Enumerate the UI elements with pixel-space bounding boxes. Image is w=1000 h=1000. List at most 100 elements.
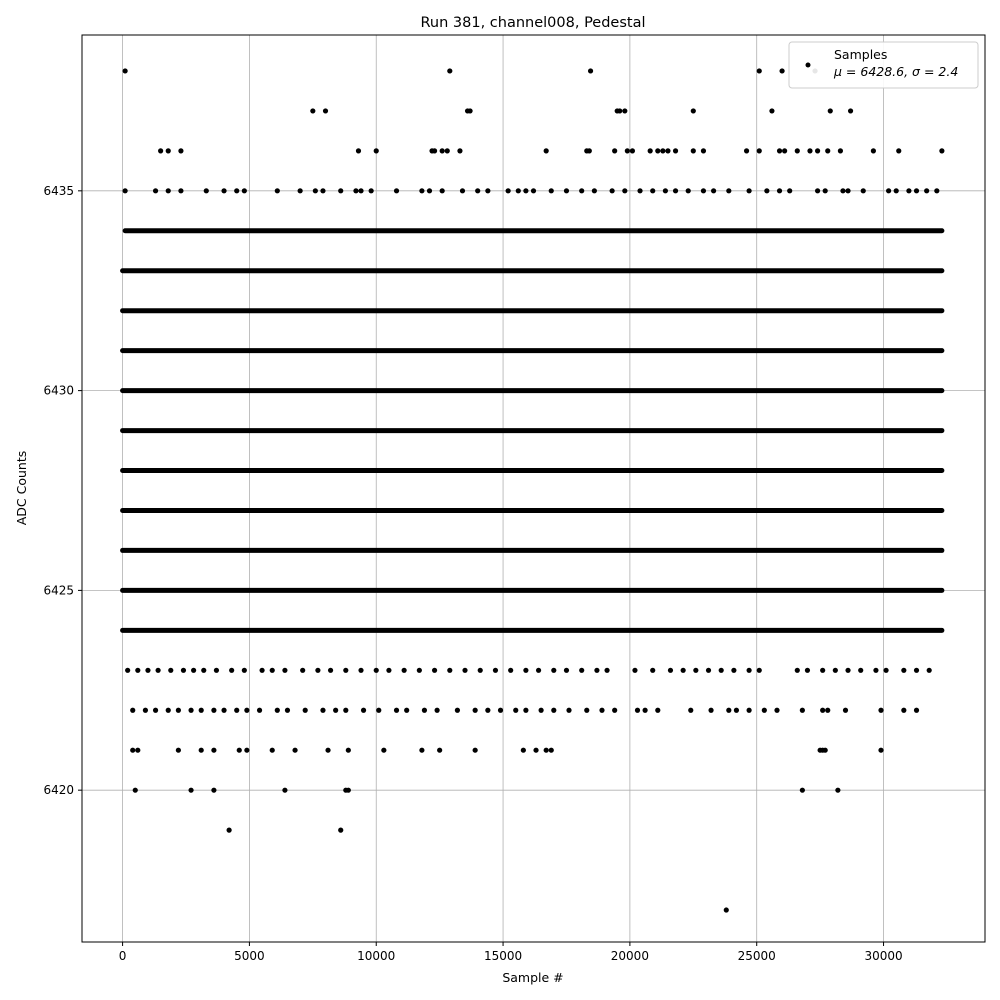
sample-point: [201, 667, 207, 673]
sample-point: [650, 667, 656, 673]
sample-point: [244, 707, 250, 713]
sample-point: [419, 747, 425, 753]
sample-point: [563, 667, 570, 673]
sample-point: [508, 667, 514, 673]
sample-point: [213, 667, 220, 673]
sample-point: [886, 188, 892, 194]
sample-point: [883, 667, 889, 673]
sample-point: [297, 188, 303, 194]
sample-point: [726, 188, 732, 194]
sample-point: [523, 667, 529, 673]
sample-point: [662, 188, 668, 194]
sample-point: [135, 747, 141, 753]
sample-point: [259, 667, 265, 673]
sample-point: [845, 188, 851, 194]
sample-point: [244, 747, 250, 753]
sample-point: [566, 707, 572, 713]
sample-point: [221, 707, 227, 713]
sample-point: [827, 108, 833, 114]
sample-point: [708, 707, 714, 713]
sample-point: [814, 148, 821, 154]
sample-point: [624, 148, 630, 154]
sample-point: [373, 667, 379, 673]
sample-point: [130, 707, 136, 713]
sample-point: [746, 667, 752, 673]
sample-point: [822, 188, 828, 194]
sample-point: [505, 188, 511, 194]
sample-point: [368, 188, 374, 194]
sample-point: [543, 148, 549, 154]
sample-point: [477, 667, 483, 673]
sample-point: [926, 667, 932, 673]
sample-point: [906, 188, 912, 194]
sample-point: [269, 747, 275, 753]
sample-point: [632, 667, 638, 673]
sample-point: [175, 747, 181, 753]
sample-point: [188, 707, 194, 713]
sample-point: [609, 188, 615, 194]
sample-point: [680, 667, 686, 673]
x-tick-label: 5000: [234, 949, 265, 963]
x-tick-label: 10000: [357, 949, 395, 963]
sample-point: [913, 707, 920, 713]
sample-point: [634, 707, 641, 713]
legend-box: [788, 41, 979, 89]
sample-point: [203, 188, 209, 194]
legend-marker: [805, 62, 811, 68]
sample-point: [690, 108, 696, 114]
sample-point: [211, 707, 217, 713]
sample-point: [447, 667, 453, 673]
sample-point: [563, 188, 570, 194]
sample-point: [130, 747, 136, 753]
sample-point: [825, 148, 831, 154]
x-axis-label: Sample #: [502, 970, 563, 985]
sample-point: [472, 707, 478, 713]
sample-point: [779, 68, 785, 74]
sample-point: [622, 188, 628, 194]
sample-point: [325, 747, 331, 753]
sample-point: [776, 148, 783, 154]
sample-point: [693, 667, 699, 673]
sample-point: [756, 667, 762, 673]
sample-point: [543, 747, 549, 753]
sample-point: [292, 747, 298, 753]
sample-point: [787, 188, 793, 194]
sample-point: [731, 667, 737, 673]
sample-point: [764, 188, 770, 194]
x-tick-label: 20000: [611, 949, 649, 963]
sample-point: [178, 188, 184, 194]
sample-point: [241, 188, 247, 194]
sample-point: [457, 148, 463, 154]
sample-point: [873, 667, 879, 673]
sample-point: [667, 667, 674, 673]
sample-point: [152, 188, 159, 194]
sample-point: [718, 667, 724, 673]
sample-point: [939, 148, 945, 154]
sample-point: [475, 188, 481, 194]
sample-point: [847, 108, 854, 114]
sample-point: [437, 747, 443, 753]
sample-point: [782, 148, 788, 154]
sample-point: [401, 667, 407, 673]
sample-point: [300, 667, 306, 673]
sample-point: [444, 148, 450, 154]
sample-point: [310, 108, 316, 114]
sample-point: [284, 707, 291, 713]
sample-point: [282, 667, 288, 673]
sample-point: [523, 188, 529, 194]
sample-point: [256, 707, 263, 713]
sample-point: [211, 747, 217, 753]
sample-point: [804, 667, 811, 673]
sample-point: [746, 188, 752, 194]
sample-point: [315, 667, 321, 673]
sample-point: [175, 707, 181, 713]
sample-point: [799, 707, 805, 713]
sample-point: [229, 667, 235, 673]
sample-point: [520, 747, 526, 753]
sample-point: [274, 188, 280, 194]
sample-point: [447, 68, 453, 74]
sample-point: [901, 707, 907, 713]
sample-point: [188, 787, 194, 793]
sample-point: [439, 148, 445, 154]
sample-point: [599, 707, 605, 713]
